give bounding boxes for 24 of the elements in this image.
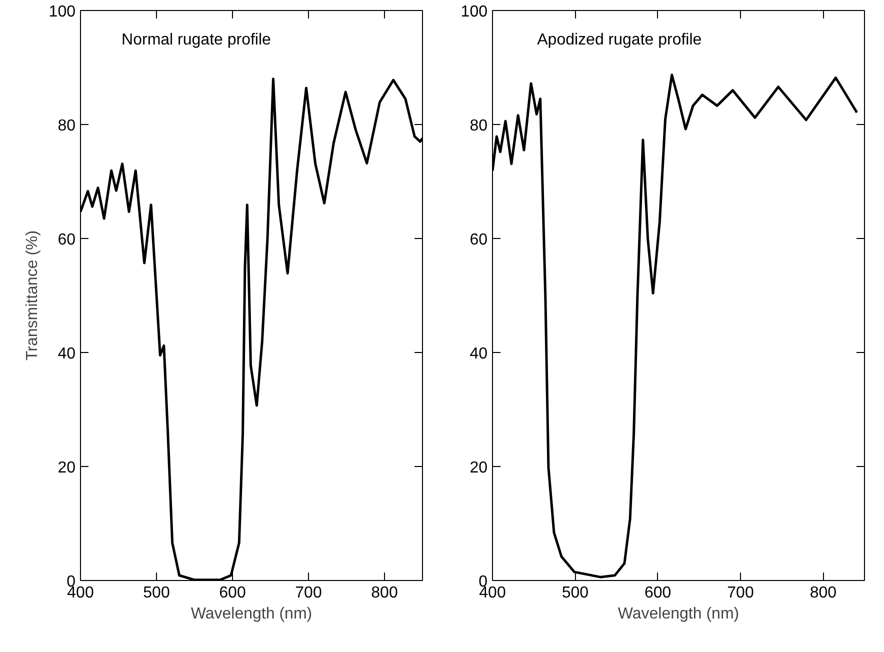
y-tick-label: 40 xyxy=(470,346,488,362)
x-tick-label: 700 xyxy=(295,584,322,602)
x-tick-label: 500 xyxy=(562,584,589,602)
y-tick-label: 100 xyxy=(460,4,488,20)
text: Normal rugate profile xyxy=(122,32,272,48)
y-axis-title: Transmittance (%) xyxy=(24,230,41,361)
x-axis-title: Wavelength (nm) xyxy=(618,606,740,622)
text: Apodized rugate profile xyxy=(537,32,702,48)
x-tick-label: 500 xyxy=(143,584,170,602)
y-tick-label: 20 xyxy=(470,460,488,476)
y-tick-label: 60 xyxy=(470,232,488,248)
y-tick-label: 20 xyxy=(58,460,76,476)
y-tick-label: 60 xyxy=(58,232,76,248)
x-axis-title: Wavelength (nm) xyxy=(190,606,312,622)
x-tick-label: 600 xyxy=(644,584,672,602)
y-tick-label: 80 xyxy=(58,118,76,134)
x-tick-label: 800 xyxy=(371,584,398,602)
x-tick-label: 800 xyxy=(810,584,837,602)
line-series xyxy=(492,74,858,578)
x-tick-label: 700 xyxy=(727,584,754,602)
y-tick-label: 40 xyxy=(58,346,76,362)
y-tick-label: 80 xyxy=(470,118,488,134)
y-tick-label: 100 xyxy=(48,4,76,20)
x-tick-label: 600 xyxy=(219,584,246,602)
